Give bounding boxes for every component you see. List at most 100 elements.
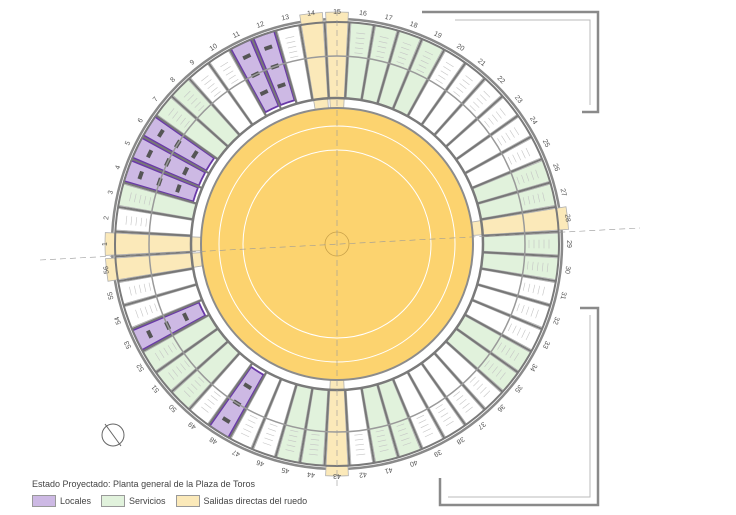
stair-tread [379,449,389,452]
partition-wall [420,62,467,126]
stair-tread [459,83,467,90]
stair-tread [420,59,429,65]
stair-tread [501,135,507,143]
pillar [243,382,253,391]
stair-tread [465,406,473,413]
partition-wall [471,298,543,330]
stair-tread [440,70,449,76]
partition-wall [155,114,219,161]
partition-wall [251,38,283,110]
stair-tread [491,366,498,374]
stair-tread [512,325,517,334]
partition-wall [274,30,298,104]
partition-wall [298,387,314,464]
partition-wall [117,205,194,221]
unit-number-label: 15 [333,9,341,16]
stair-tread [525,331,531,341]
stair-tread [402,42,412,46]
stair-tread [375,55,384,59]
unit-number-label: 8 [169,76,177,84]
stair-tread [521,174,525,184]
stair-tread [497,138,502,146]
partition-wall [433,77,486,136]
stair-tread [310,443,319,446]
unit-number-label: 6 [137,117,145,124]
stair-tread [453,91,461,97]
partition-wall [433,352,486,411]
unit-number-label: 19 [433,30,443,40]
stair-tread [521,150,526,159]
stair-tread [488,117,494,125]
legend-swatch-salidas [175,495,200,507]
stair-tread [159,350,165,358]
stair-tread [168,108,175,116]
partition-wall [360,387,376,464]
stair-tread [473,380,480,387]
stair-tread [286,444,296,447]
stair-tread [456,395,464,401]
partition-wall [391,378,423,450]
stair-tread [135,309,139,319]
unit-number-label: 17 [384,14,393,23]
stair-tread [130,216,133,226]
unit-number-label: 34 [528,362,538,372]
partition-wall [482,230,559,237]
unit-number-label: 29 [565,240,572,248]
stair-tread [355,443,364,446]
unit-number-label: 32 [551,316,560,326]
unit-number-label: 23 [513,94,523,105]
stair-tread [285,449,295,452]
partition-wall [391,38,423,110]
stair-tread [262,442,272,446]
stair-tread [134,193,137,203]
stair-tread [418,64,427,69]
legend-label-locales: Locales [60,496,92,506]
stair-tread [228,74,236,80]
pillar [182,166,190,176]
partition-wall [228,49,268,117]
stair-tread [223,66,231,72]
partition-wall [188,352,241,411]
partition-wall [142,135,210,175]
stair-tread [355,37,365,40]
stair-tread [443,416,451,422]
stair-tread [138,284,142,294]
legend-label-servicios: Servicios [129,496,166,506]
stair-tread [190,383,198,391]
north-arrow-icon [101,423,125,447]
unit-number-label: 3 [107,190,115,195]
partition-wall [323,22,330,99]
unit-number-label: 56 [103,266,111,275]
stair-tread [201,406,209,413]
stair-tread [445,61,454,68]
stair-tread [245,423,254,429]
stair-tread [129,192,132,202]
stair-tread [527,283,531,292]
stair-tread [240,432,250,438]
stair-tread [134,285,137,295]
stair-tread [377,439,387,443]
unit-number-label: 50 [168,402,179,413]
stair-tread [465,75,473,82]
stair-tread [309,448,319,451]
partition-wall [455,327,519,374]
annex-south-wall [438,306,600,507]
stair-tread [194,380,201,387]
unit-number-label: 14 [307,10,316,18]
stair-tread [542,286,545,296]
stair-tread [402,442,412,446]
partition-wall [123,283,197,307]
legend-swatch-locales [32,495,56,507]
pillar [182,312,190,322]
stair-tread [530,171,535,180]
stair-tread [416,414,425,419]
partition-wall [115,251,192,258]
unit-number-label: 1 [102,242,109,246]
stair-tread [535,309,539,319]
stair-tread [354,47,364,50]
stair-tread [537,285,540,295]
stair-tread [435,79,443,84]
stair-tread [198,105,205,112]
stair-tread [207,398,215,405]
